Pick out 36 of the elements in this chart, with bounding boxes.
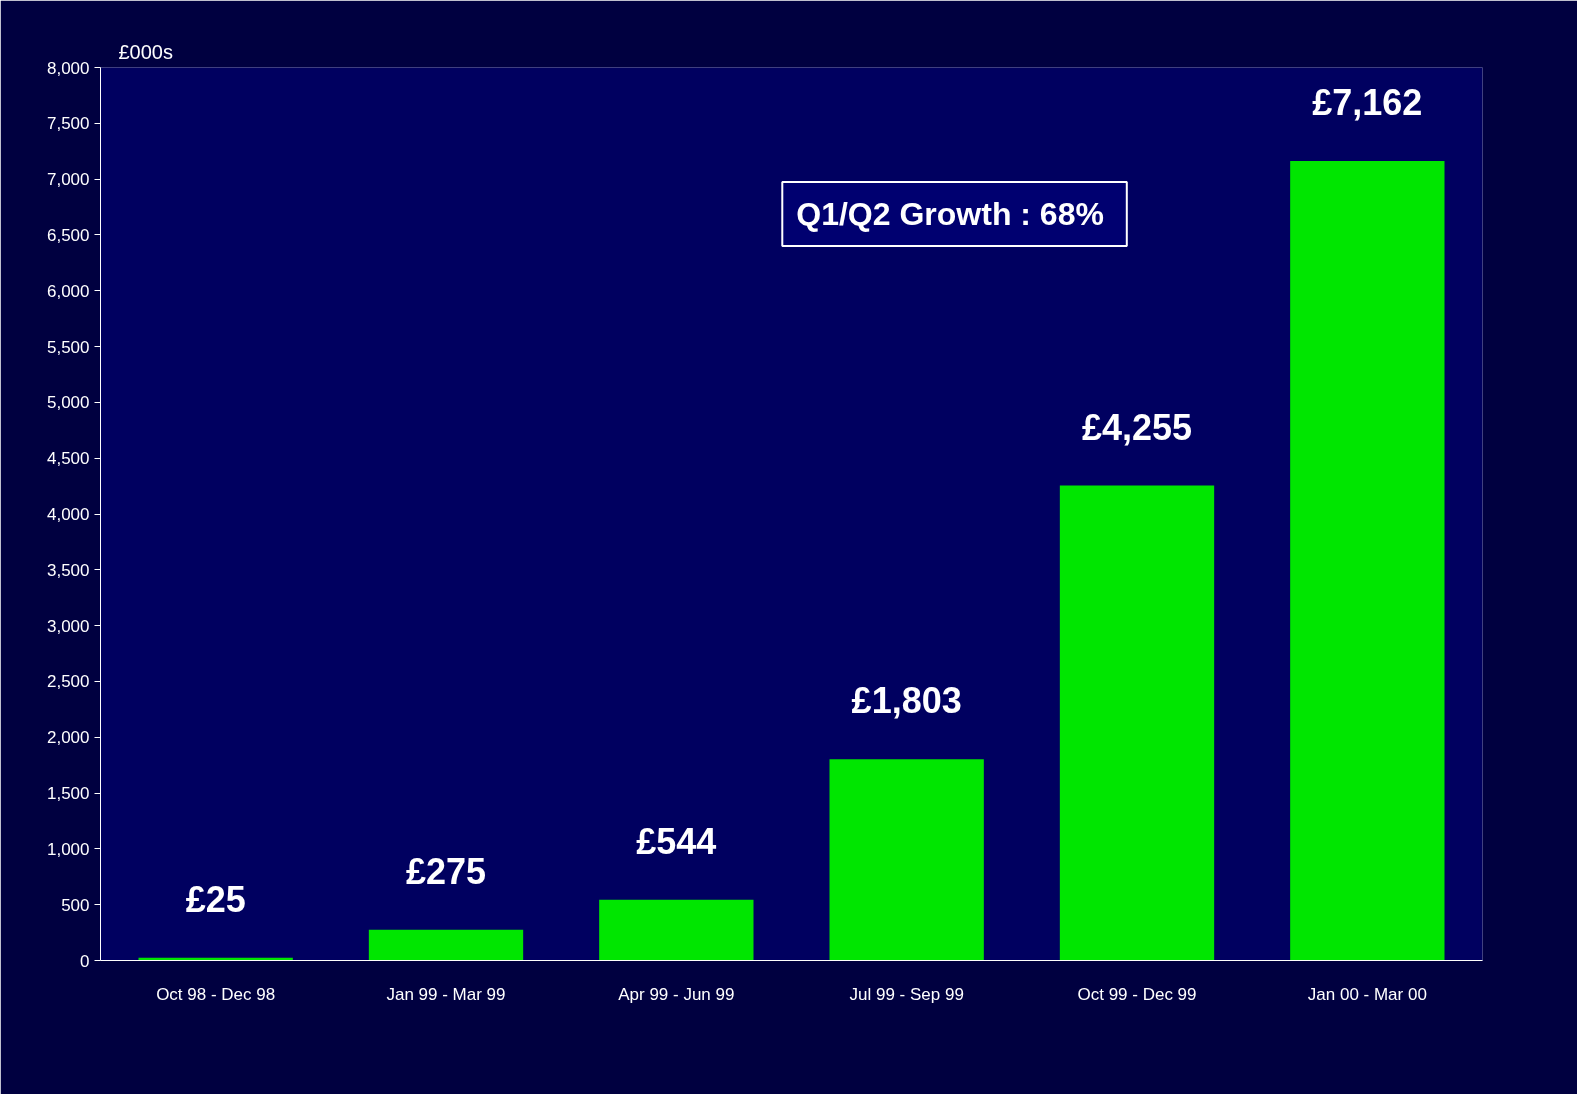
y-tick-label: 7,000	[46, 170, 90, 190]
x-tick-label: Oct 98 - Dec 98	[156, 984, 276, 1004]
x-tick-label: Jul 99 - Sep 99	[849, 984, 964, 1004]
y-axis-title: £000s	[118, 40, 173, 63]
y-tick-label: 3,000	[46, 616, 90, 636]
y-tick-label: 500	[61, 895, 90, 915]
y-tick-label: 2,000	[46, 728, 90, 748]
y-tick-label: 6,000	[46, 281, 90, 301]
y-tick-label: 3,500	[46, 560, 90, 580]
bar	[1290, 161, 1445, 961]
y-tick-label: 6,500	[46, 225, 90, 245]
y-tick-label: 1,500	[46, 784, 90, 804]
data-label: £275	[405, 850, 487, 892]
x-tick-label: Oct 99 - Dec 99	[1077, 984, 1197, 1004]
y-tick-label: 4,000	[46, 505, 90, 524]
y-tick-label: 4,500	[46, 449, 90, 469]
bar	[599, 899, 754, 961]
y-tick-label: 5,500	[46, 337, 90, 357]
data-label: £1,803	[851, 680, 962, 722]
y-tick-label: 8,000	[46, 58, 90, 78]
x-tick-label: Jan 00 - Mar 00	[1307, 984, 1427, 1004]
y-tick-label: 2,500	[46, 672, 90, 692]
bar	[368, 929, 524, 961]
bar	[1059, 485, 1215, 961]
y-tick-label: 7,500	[46, 114, 90, 134]
y-tick-label: 1,000	[46, 839, 90, 859]
data-label: £7,162	[1312, 82, 1423, 124]
y-tick-label: 5,000	[46, 393, 90, 413]
data-label: £4,255	[1081, 406, 1193, 448]
x-tick-label: Jan 99 - Mar 99	[386, 984, 506, 1004]
data-label: £25	[185, 878, 246, 920]
x-tick-label: Apr 99 - Jun 99	[618, 984, 735, 1004]
bar	[829, 759, 984, 961]
data-label: £544	[636, 820, 717, 862]
annotation: Q1/Q2 Growth : 68%	[796, 196, 1104, 233]
y-tick-label: 0	[80, 951, 90, 971]
